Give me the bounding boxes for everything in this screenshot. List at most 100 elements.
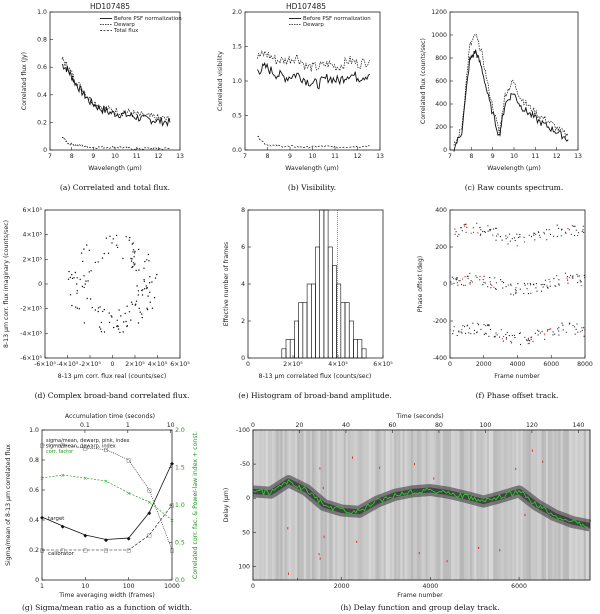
h-heatmap-column [568,430,572,580]
f-data-point [480,328,482,330]
h-heatmap-column [507,430,511,580]
e-histogram-bar [357,339,363,359]
f-data-point [489,328,492,331]
f-data-point [575,328,577,330]
b-xtick-label: 10 [309,153,317,160]
d-data-point [130,260,133,262]
c-xtick-label: 13 [574,153,582,160]
h-heatmap-column [550,430,553,580]
f-data-point [483,333,485,336]
h-heatmap-column [282,430,285,580]
f-data-point [487,324,489,326]
e-histogram-bar [281,348,287,359]
e-xtick-label: 6×10⁵ [373,361,393,368]
d-data-point [138,269,140,271]
f-data-point [450,281,452,283]
d-data-point [111,316,113,318]
d-data-point [122,257,124,260]
h-heatmap-column [556,430,559,580]
f-data-point [484,332,486,334]
d-data-point [117,325,119,327]
d-data-point [146,286,148,289]
f-data-point [502,335,505,338]
h-heatmap-column [581,430,584,580]
h-toptick-label: 100 [480,422,492,429]
a-xtick-label: 11 [133,153,141,160]
d-data-point [117,328,120,330]
h-group-delay-track [252,479,589,528]
h-outlier-mark [499,549,501,552]
h-heatmap-column [495,430,498,580]
f-data-point [557,328,559,330]
h-heatmap-column [290,430,294,580]
h-heatmap-column [356,430,359,580]
h-heatmap-column [408,430,412,580]
panel-e-plot: 0 2×10⁵ 4×10⁵ 6×10⁵ 0 2 4 6 8 [241,207,393,368]
c-xtick-label: 7 [448,153,452,160]
b-ytick-label: 1.5 [232,44,242,51]
f-data-point [489,230,491,232]
f-data-point [558,327,560,329]
d-data-point [82,260,84,263]
c-ytick-label: 400 [435,101,447,108]
h-outlier-mark [418,552,420,555]
panel-h-plot: 0 2000 4000 6000 0 20 40 60 80 100 120 140 -100 -50 0 5… [236,422,592,590]
f-data-point [526,288,528,290]
b-xtick-label: 7 [243,153,247,160]
f-data-point [528,234,530,236]
f-data-point [466,325,468,327]
f-data-point [577,281,579,284]
f-data-point [464,284,466,286]
h-heatmap-column [436,430,439,580]
d-data-point [138,307,140,309]
f-data-point [487,286,489,288]
d-data-point [94,261,97,264]
d-data-point [137,290,140,292]
f-data-point [537,334,539,336]
f-data-point [530,236,533,238]
b-xtick-label: 12 [354,153,362,160]
f-data-point [565,232,567,234]
g-series-marker: □ [170,503,175,509]
f-data-point [572,324,574,327]
f-data-point [461,230,463,232]
d-data-point [131,303,134,305]
g-series-marker: □ [40,548,45,554]
e-xtick-label: 2×10⁵ [283,361,303,368]
h-outlier-mark [319,557,321,560]
g-series-marker: ◆ [170,461,174,467]
h-heatmap-column [453,430,456,580]
h-outlier-mark [297,577,298,580]
d-data-point [144,288,146,290]
panel-raw-counts-spectrum: 7 8 9 10 11 12 13 0 200 400 600 800 1000 1200 Wavelen… [420,9,582,192]
h-heatmap-column [354,430,357,580]
h-xtick-label: 0 [251,583,255,590]
a-series-line [62,136,171,151]
d-ytick-label: 0 [38,281,42,288]
h-heatmap-column [505,430,509,580]
h-heatmap-column [309,430,313,580]
panel-f-xlabel: Frame number [494,373,540,380]
c-ytick-label: 200 [435,124,447,131]
d-data-point [83,275,85,277]
f-data-point [469,283,471,285]
d-data-point [143,279,145,281]
d-data-point [134,263,136,265]
f-data-point [547,329,549,331]
f-data-point [468,332,470,334]
f-data-point [524,336,526,338]
d-xtick-label: -6×10⁵ [34,361,56,368]
d-data-point [89,298,92,300]
h-heatmap-column [522,430,525,580]
f-data-point [499,236,501,238]
f-data-point [523,292,525,295]
f-data-point [558,330,560,332]
f-data-point [571,225,574,227]
f-data-point [542,283,544,286]
f-data-point [484,231,486,233]
g-series-marker: □ [40,443,45,449]
h-xtick-label: 4000 [422,583,438,590]
h-heatmap-column [493,430,496,580]
d-data-point [116,319,118,321]
f-data-point [462,325,464,327]
